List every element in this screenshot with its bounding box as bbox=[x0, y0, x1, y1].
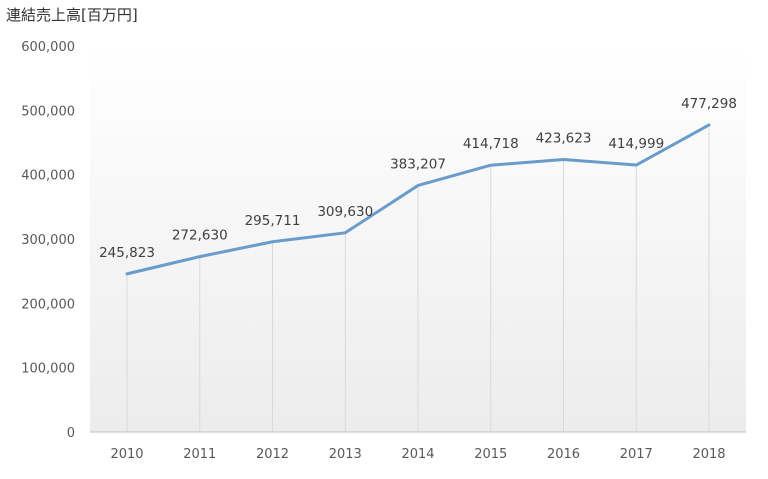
data-label: 245,823 bbox=[99, 245, 155, 261]
y-tick-label: 200,000 bbox=[21, 297, 75, 312]
x-tick-label: 2012 bbox=[256, 447, 289, 462]
y-tick-label: 0 bbox=[67, 426, 75, 441]
y-tick-label: 400,000 bbox=[21, 169, 75, 184]
data-label: 414,718 bbox=[463, 136, 519, 152]
x-tick-label: 2011 bbox=[183, 447, 216, 462]
series-line bbox=[125, 123, 711, 276]
data-label: 295,711 bbox=[245, 213, 301, 229]
data-label: 383,207 bbox=[390, 156, 446, 172]
chart-title: 連結売上高[百万円] bbox=[6, 6, 138, 24]
y-tick-label: 100,000 bbox=[21, 362, 75, 377]
x-tick-label: 2010 bbox=[110, 447, 143, 462]
y-tick-label: 500,000 bbox=[21, 104, 75, 119]
x-tick-label: 2014 bbox=[401, 447, 434, 462]
data-label: 309,630 bbox=[317, 204, 373, 220]
data-label: 272,630 bbox=[172, 228, 228, 244]
y-tick-label: 300,000 bbox=[21, 233, 75, 248]
x-tick-label: 2016 bbox=[547, 447, 580, 462]
x-tick-label: 2015 bbox=[474, 447, 507, 462]
x-tick-label: 2018 bbox=[692, 447, 725, 462]
x-tick-label: 2013 bbox=[329, 447, 362, 462]
data-label: 423,623 bbox=[536, 130, 592, 146]
x-tick-label: 2017 bbox=[620, 447, 653, 462]
data-label: 414,999 bbox=[608, 136, 664, 152]
y-tick-label: 600,000 bbox=[21, 40, 75, 55]
data-label: 477,298 bbox=[681, 96, 737, 112]
